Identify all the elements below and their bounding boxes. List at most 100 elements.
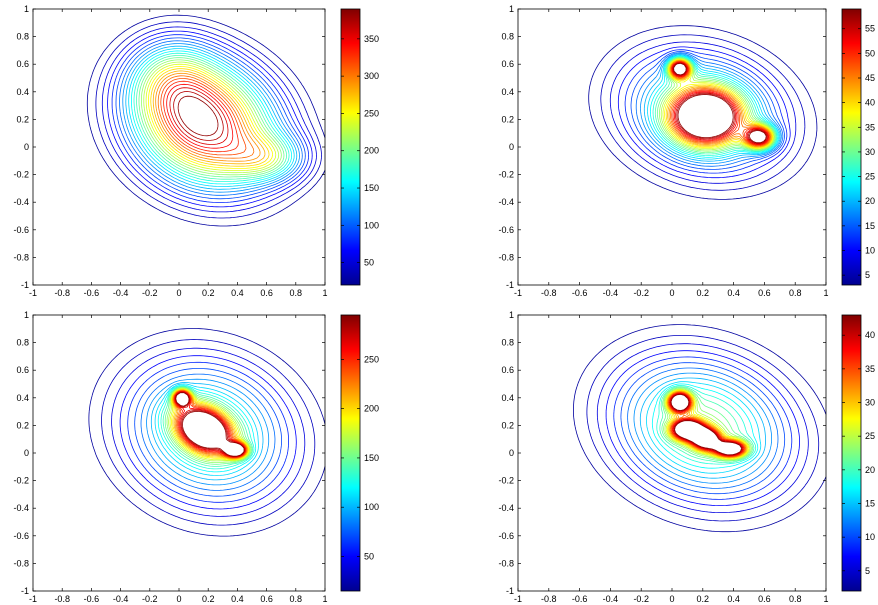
y-tick-label: -0.8 (498, 252, 514, 262)
colorbar-tick-label: 55 (865, 24, 875, 34)
contour-level (101, 26, 317, 213)
x-tick-label: 0.6 (260, 288, 273, 298)
y-tick-label: 0 (509, 448, 514, 458)
contour-lines (588, 25, 818, 200)
contour-level (671, 61, 770, 146)
y-tick-label: -1 (21, 586, 29, 596)
colorbar-tick-label: 25 (865, 172, 875, 182)
x-tick-label: 0 (176, 594, 181, 604)
contour-level (172, 389, 248, 460)
contour-level (672, 62, 769, 145)
y-tick-label: -0.6 (13, 225, 29, 235)
y-tick-label: -0.2 (13, 476, 29, 486)
colorbar-tick-label: 40 (865, 98, 875, 108)
y-tick-label: 0.8 (501, 338, 514, 348)
y-tick-label: 0.2 (501, 420, 514, 430)
contour-level (152, 70, 266, 165)
x-tick-label: -0.4 (113, 594, 129, 604)
contour-level (670, 394, 742, 456)
contour-level (657, 57, 777, 153)
colorbar-tick-label: 300 (364, 71, 379, 81)
contour-level (125, 45, 298, 190)
y-tick-label: 1 (509, 4, 514, 14)
contour-level (665, 389, 749, 460)
colorbar-tick-label: 150 (364, 453, 379, 463)
contour-level (111, 34, 309, 203)
contour-level (624, 49, 788, 174)
x-tick-label: -1 (29, 594, 37, 604)
x-tick-label: 0.4 (727, 288, 740, 298)
contour-level (166, 83, 234, 149)
y-tick-label: 0.8 (16, 32, 29, 42)
y-tick-label: -0.4 (498, 197, 514, 207)
x-tick-label: 0.6 (260, 594, 273, 604)
contour-level (620, 362, 786, 495)
x-tick-label: 0.4 (231, 594, 244, 604)
contour-level (150, 382, 264, 481)
contour-level (119, 355, 297, 510)
contour-level (671, 61, 769, 145)
y-tick-label: 1 (24, 310, 29, 320)
contour-level (668, 392, 746, 457)
y-tick-label: -0.4 (13, 197, 29, 207)
y-tick-label: -0.8 (13, 252, 29, 262)
x-tick-label: 1 (823, 288, 828, 298)
colorbar-tick-label: 200 (364, 404, 379, 414)
colorbar (340, 8, 361, 286)
x-tick-label: 0.2 (697, 594, 710, 604)
contour-level (160, 78, 247, 156)
contour-level (661, 387, 753, 462)
contour-level (88, 328, 326, 537)
colorbar-tick-label: 50 (364, 258, 374, 268)
contour-level (86, 14, 326, 227)
colorbar-tick-label: 25 (865, 431, 875, 441)
y-tick-label: -0.4 (498, 503, 514, 513)
contour-level (673, 63, 767, 144)
x-tick-label: 0 (669, 594, 674, 604)
contour-panel: -1 -0.8 -0.6 -0.4 -0.2 0 0.2 0.4 0.6 0.8 1 -1 -0.8 -0… (498, 4, 875, 298)
contour-lines (86, 14, 326, 227)
colorbar-tick-label: 20 (865, 465, 875, 475)
contour-level (639, 377, 766, 479)
contour-level (650, 55, 779, 158)
y-tick-label: -1 (506, 586, 514, 596)
contour-level (596, 343, 809, 513)
colorbar-tick-label: 40 (865, 330, 875, 340)
contour-level (666, 390, 749, 459)
colorbar-tick-label: 10 (865, 246, 875, 256)
y-tick-label: 0 (24, 142, 29, 152)
contour-level (630, 51, 785, 170)
contour-level (660, 58, 775, 151)
colorbar-tick-label: 15 (865, 498, 875, 508)
contour-level (646, 381, 762, 474)
x-tick-label: -0.4 (113, 288, 129, 298)
contour-panel: -1 -0.8 -0.6 -0.4 -0.2 0 0.2 0.4 0.6 0.8 1 -1 -0.8 -0… (498, 310, 875, 604)
contour-level (177, 95, 219, 137)
contour-level (633, 372, 772, 484)
contour-lines (88, 328, 326, 537)
y-tick-label: 0 (509, 142, 514, 152)
x-tick-label: -0.6 (572, 288, 588, 298)
x-tick-label: -0.8 (541, 594, 557, 604)
x-tick-label: 1 (322, 288, 327, 298)
contour-level (171, 388, 250, 461)
x-tick-label: 0.8 (789, 288, 802, 298)
contour-level (111, 347, 306, 517)
contour-panel: -1 -0.8 -0.6 -0.4 -0.2 0 0.2 0.4 0.6 0.8 1 -1 -0.8 -0… (13, 310, 379, 604)
y-tick-label: 0.8 (501, 32, 514, 42)
contour-level (643, 54, 781, 162)
y-tick-label: -0.2 (498, 170, 514, 180)
contour-level (647, 55, 780, 160)
contour-level (613, 356, 793, 500)
colorbar-tick-label: 35 (865, 122, 875, 132)
x-tick-label: 0.2 (202, 594, 215, 604)
contour-level (146, 378, 270, 486)
colorbar-tick-label: 30 (865, 147, 875, 157)
y-tick-label: 0.6 (16, 59, 29, 69)
contour-level (164, 386, 253, 465)
contour-level (133, 52, 290, 182)
y-tick-label: -0.2 (498, 476, 514, 486)
contour-level (609, 41, 797, 184)
y-tick-label: -0.6 (498, 531, 514, 541)
colorbar (841, 314, 862, 592)
